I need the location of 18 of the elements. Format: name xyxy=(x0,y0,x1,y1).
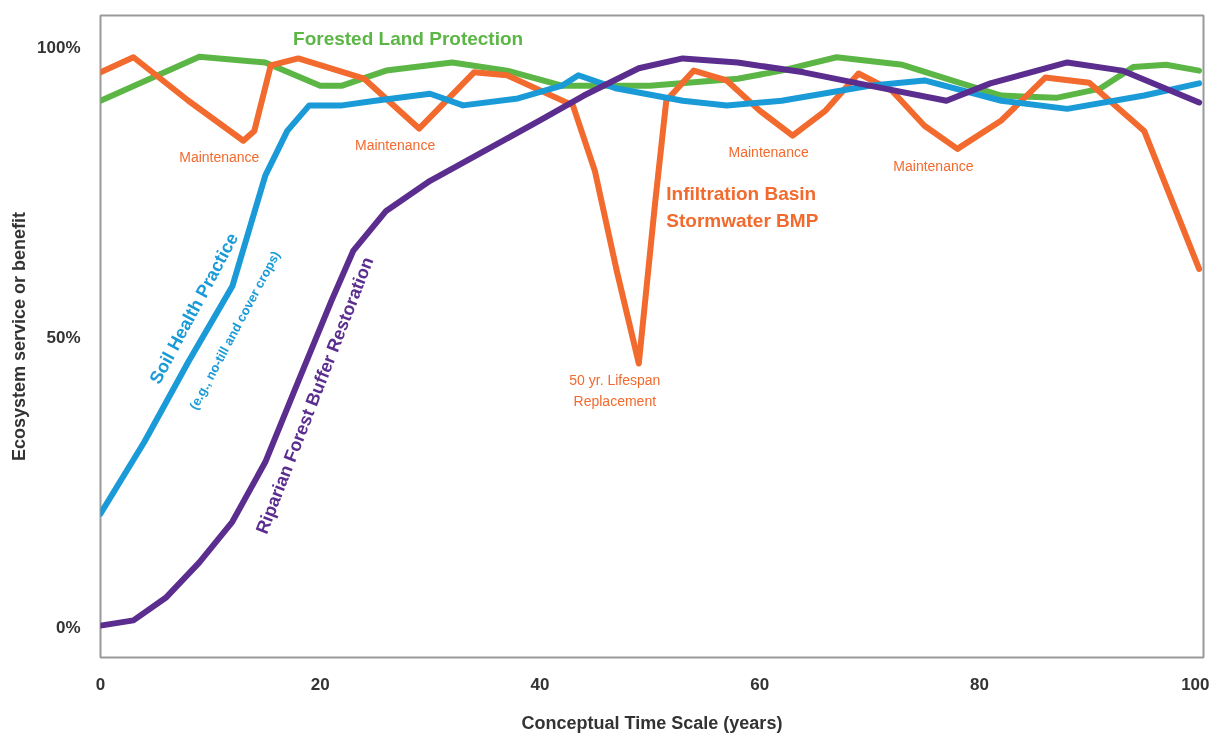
annotation: 50 yr. Lifespan Replacement xyxy=(569,372,661,409)
annotation: Maintenance xyxy=(893,157,974,174)
x-tick-label: 40 xyxy=(530,674,550,694)
series-label: Infiltration Basin Stormwater BMP xyxy=(666,182,819,232)
x-tick-label: 20 xyxy=(310,674,330,694)
annotation: Maintenance xyxy=(179,149,260,166)
series-label: Forested Land Protection xyxy=(293,28,524,50)
annotation: Maintenance xyxy=(355,137,436,154)
annotation: Maintenance xyxy=(728,144,809,161)
x-tick-label: 60 xyxy=(750,674,770,694)
y-tick-label: 0% xyxy=(55,617,81,637)
y-axis-title: Ecosystem service or benefit xyxy=(9,211,30,462)
y-tick-label: 100% xyxy=(37,37,81,57)
x-tick-label: 100 xyxy=(1181,674,1209,694)
x-tick-label: 80 xyxy=(969,674,989,694)
x-axis-title: Conceptual Time Scale (years) xyxy=(521,712,783,733)
y-tick-label: 50% xyxy=(46,327,81,347)
x-tick-label: 0 xyxy=(95,674,106,694)
